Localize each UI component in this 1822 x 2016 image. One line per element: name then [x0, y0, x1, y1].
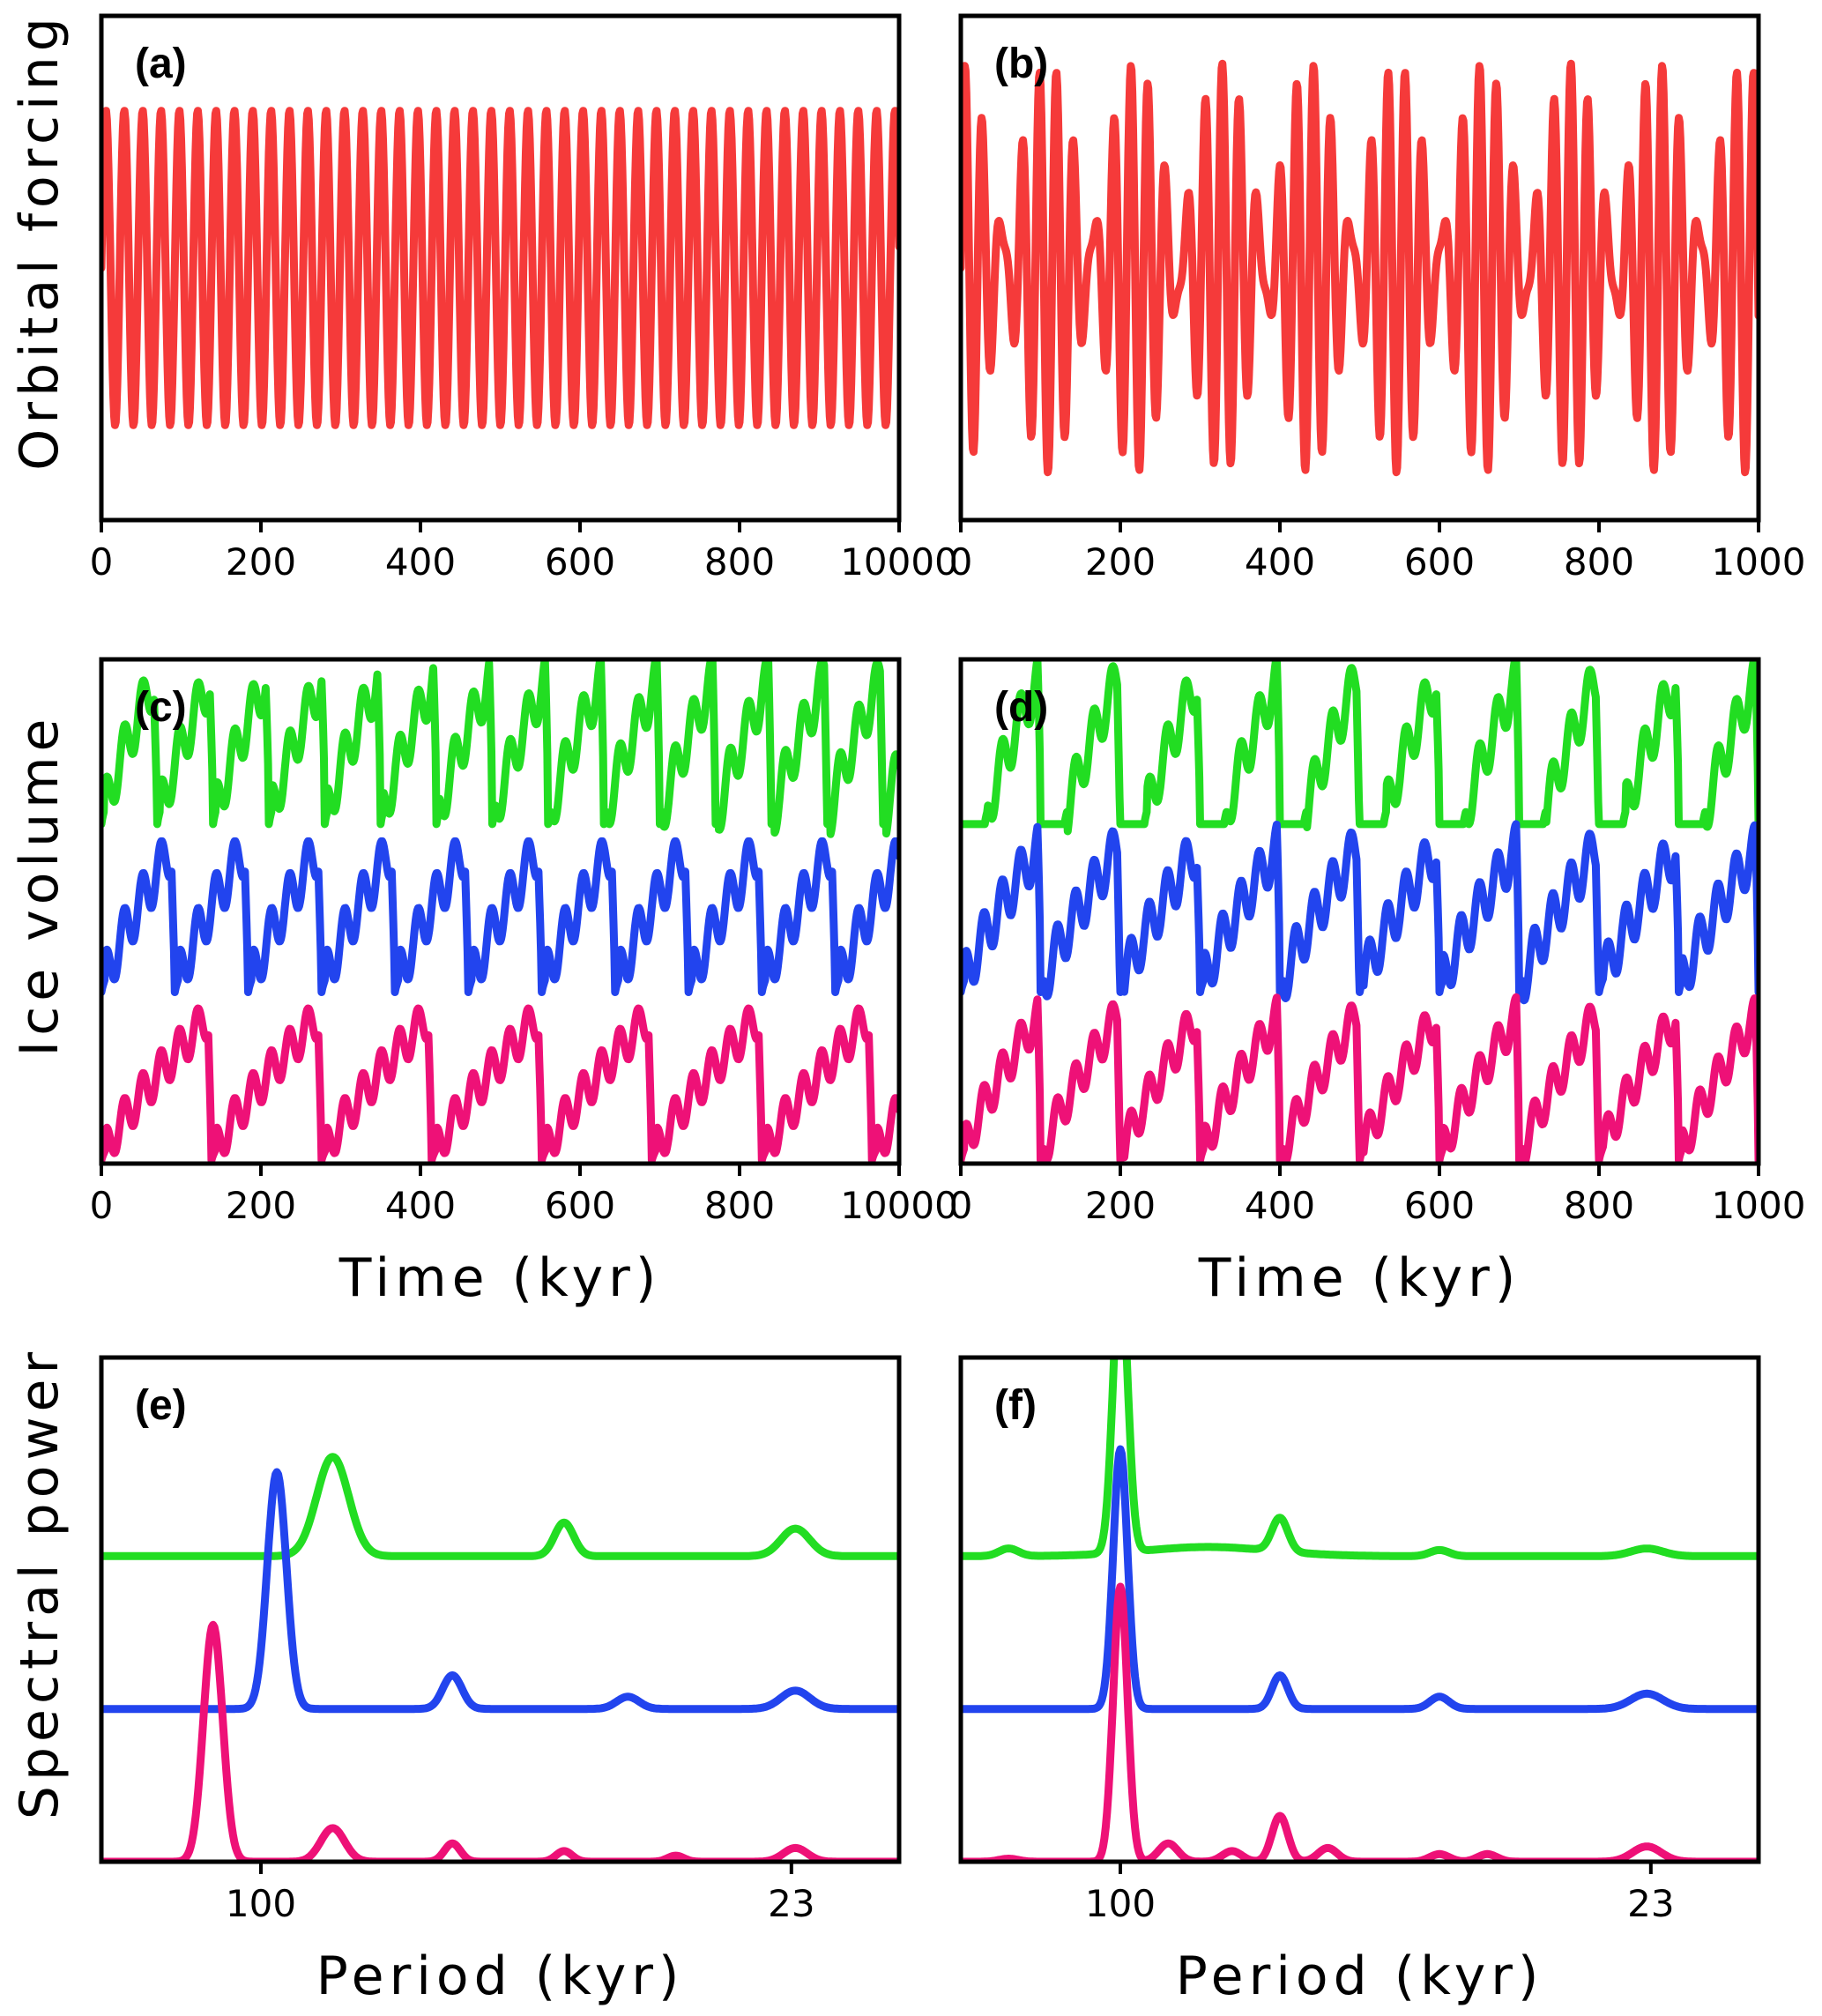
panel-label-f: (f) [994, 1382, 1037, 1429]
series-e-blue [101, 1468, 899, 1714]
x-tick-label-b: 400 [1245, 540, 1315, 584]
panel-d: 0 200 400 600 800 1000 (d) Time (kyr) [949, 657, 1806, 1309]
x-tick-label-b: 1000 [1712, 540, 1806, 584]
series-f-green [961, 1358, 1759, 1560]
x-tick-label-b: 600 [1404, 540, 1475, 584]
panel-f: 100 23 (f) Period (kyr) [958, 1355, 1761, 2007]
series-c-green [101, 659, 899, 838]
x-axis-title-d: Time (kyr) [1198, 1247, 1521, 1309]
x-tick-label-c: 600 [545, 1184, 615, 1227]
panel-label-e: (e) [135, 1382, 187, 1429]
x-tick-label-a: 200 [226, 540, 296, 584]
x-tick-label-d: 0 [949, 1184, 973, 1227]
panel-label-c: (c) [135, 684, 187, 731]
x-tick-label-c: 200 [226, 1184, 296, 1227]
x-tick-label-b: 800 [1564, 540, 1634, 584]
plot-frame-b [958, 13, 1761, 523]
series-b-forcing [961, 59, 1759, 477]
plot-frame-e [99, 1355, 902, 1864]
x-tick-label-d: 1000 [1712, 1184, 1806, 1227]
x-axis-title-e: Period (kyr) [316, 1945, 685, 2007]
x-tick-label-f: 100 [1085, 1882, 1156, 1925]
series-e-magenta [101, 1620, 899, 1862]
y-axis-title-a: Orbital forcing [9, 12, 71, 471]
panel-label-a: (a) [135, 41, 187, 87]
panel-c: 0 200 400 600 800 10000 (c) Time (kyr) Ice volum… [9, 657, 958, 1309]
panel-label-d: (d) [994, 684, 1048, 731]
series-d-green [961, 659, 1759, 836]
y-axis-title-e: Spectral power [9, 1347, 71, 1819]
plot-frame-c [99, 657, 902, 1166]
x-tick-label-c: 0 [90, 1184, 114, 1227]
plot-frame-f [958, 1355, 1761, 1864]
series-a-forcing [101, 107, 899, 429]
y-axis-title-c: Ice volume [9, 714, 71, 1057]
series-d-magenta [961, 993, 1759, 1164]
x-tick-label-a: 400 [385, 540, 456, 584]
panel-e: 100 23 (e) Period (kyr) Spectral power [9, 1347, 902, 2007]
x-tick-label-a: 10000 [840, 540, 958, 584]
series-d-blue [961, 820, 1759, 1005]
series-c-magenta [101, 1004, 899, 1164]
plot-frame-a [99, 13, 902, 523]
x-tick-label-f: 23 [1627, 1882, 1674, 1925]
plot-frame-d [958, 657, 1761, 1166]
series-f-magenta [961, 1582, 1759, 1862]
x-tick-label-b: 200 [1085, 540, 1156, 584]
panel-a: 0 200 400 600 800 10000 (a) Orbital forcing [9, 12, 958, 584]
x-tick-label-c: 800 [704, 1184, 775, 1227]
x-tick-label-d: 800 [1564, 1184, 1634, 1227]
x-tick-label-c: 10000 [840, 1184, 958, 1227]
series-c-blue [101, 837, 899, 996]
panel-b: 0 200 400 600 800 1000 (b) [949, 13, 1806, 584]
x-tick-label-d: 200 [1085, 1184, 1156, 1227]
series-e-green [101, 1453, 899, 1560]
x-tick-label-d: 400 [1245, 1184, 1315, 1227]
x-tick-label-a: 600 [545, 540, 615, 584]
x-tick-label-d: 600 [1404, 1184, 1475, 1227]
series-f-blue [961, 1445, 1759, 1714]
x-axis-title-c: Time (kyr) [338, 1247, 662, 1309]
x-tick-label-e: 100 [226, 1882, 296, 1925]
x-tick-label-e: 23 [768, 1882, 814, 1925]
x-tick-label-a: 0 [90, 540, 114, 584]
panel-label-b: (b) [994, 41, 1048, 87]
x-tick-label-b: 0 [949, 540, 973, 584]
x-tick-label-a: 800 [704, 540, 775, 584]
x-axis-title-f: Period (kyr) [1176, 1945, 1544, 2007]
x-tick-label-c: 400 [385, 1184, 456, 1227]
